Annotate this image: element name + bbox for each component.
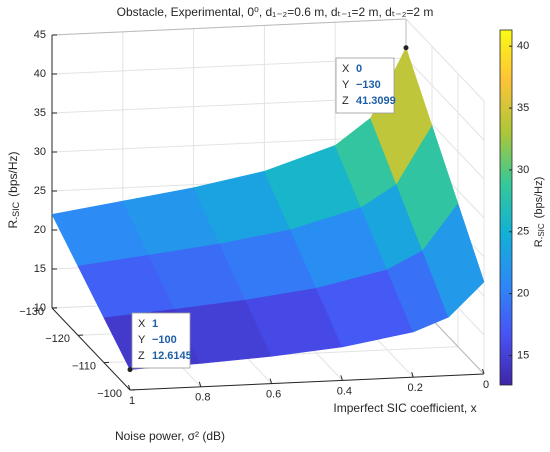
datatip-label: Y	[342, 79, 350, 91]
chart-title: Obstacle, Experimental, 0⁰, d₁₋₂=0.6 m, …	[117, 5, 434, 19]
datatip-box	[131, 312, 191, 369]
z-tick-label: 20	[34, 224, 46, 236]
datatip-value: 1	[152, 318, 158, 330]
datatip-value: 0	[356, 63, 362, 75]
z-tick-label: 35	[34, 107, 46, 119]
x-tick	[269, 378, 273, 384]
y-axis-label: Noise power, σ² (dB)	[115, 429, 225, 443]
colorbar-label-sub: -SIC	[537, 223, 546, 239]
datatip-value: 41.3099	[356, 95, 396, 107]
x-tick	[340, 375, 343, 381]
z-axis-label: R-SIC (bps/Hz)	[6, 151, 21, 228]
datatip-label: X	[138, 318, 146, 330]
y-tick-label: −130	[19, 306, 44, 318]
z-tick-label: 40	[34, 68, 46, 80]
z-grid-line	[405, 18, 485, 102]
y-tick-label: −100	[97, 388, 122, 400]
colorbar	[499, 29, 513, 386]
colorbar-tick-label: 30	[517, 164, 529, 176]
x-tick	[128, 384, 131, 391]
datatip: X 0Y −130 Z 41.3099	[335, 45, 409, 114]
y-tick-label: −120	[45, 333, 70, 345]
datatip-label: X	[342, 63, 350, 75]
surface-face	[422, 203, 485, 318]
colorbar-tick-label: 40	[517, 40, 529, 52]
x-axis	[129, 373, 485, 391]
x-axis-label: Imperfect SIC coefficient, x	[333, 401, 476, 415]
x-tick-label: 0	[483, 379, 489, 391]
colorbar-tick-label: 15	[517, 349, 529, 361]
colorbar-label-unit: (bps/Hz)	[533, 177, 545, 219]
z-tick-label: 10	[34, 302, 46, 314]
y-tick-label: −110	[72, 361, 96, 373]
x-tick-label: 0.2	[408, 382, 423, 394]
box-edge	[51, 18, 407, 36]
x-tick-label: 1	[129, 395, 135, 407]
colorbar-tick-label: 25	[517, 226, 529, 238]
colorbar-tick-label: 35	[517, 102, 529, 114]
datatip-value: −100	[152, 334, 177, 346]
z-axis-label-unit: (bps/Hz)	[6, 151, 20, 196]
x-tick	[482, 368, 485, 375]
colorbar-tick-label: 20	[517, 288, 529, 300]
datatip-point	[403, 45, 409, 51]
datatip: X 1Y −100 Z 12.6145	[127, 312, 192, 373]
z-axis-label-sub: -SIC	[11, 201, 21, 220]
z-tick-label: 25	[34, 185, 46, 197]
colorbar-label: R-SIC (bps/Hz)	[533, 177, 546, 248]
datatip-box	[335, 57, 395, 114]
x-tick-label: 0.6	[266, 389, 281, 401]
datatip-value: −130	[356, 79, 381, 91]
datatip-label: Y	[138, 334, 146, 346]
datatip-value: 12.6145	[152, 350, 192, 362]
y-axis	[51, 307, 131, 391]
z-tick-label: 15	[34, 263, 46, 275]
x-tick-label: 0.4	[337, 385, 352, 397]
datatip-label: Z	[138, 350, 145, 362]
x-tick	[198, 381, 202, 387]
colorbar-label-main: R	[533, 239, 545, 247]
x-tick	[411, 372, 414, 378]
z-tick-label: 45	[34, 29, 46, 41]
x-tick-label: 0.8	[195, 392, 210, 404]
z-axis-label-main: R	[6, 220, 20, 229]
datatip-point	[127, 367, 133, 373]
z-grid-line	[405, 57, 485, 141]
datatip-label: Z	[342, 95, 349, 107]
z-tick-label: 30	[34, 146, 46, 158]
